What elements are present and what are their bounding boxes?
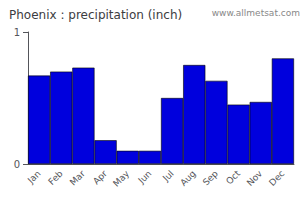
svg-text:1: 1 (14, 27, 20, 38)
svg-text:Sep: Sep (201, 168, 220, 187)
svg-text:Jan: Jan (25, 168, 43, 186)
svg-text:Jun: Jun (136, 168, 154, 186)
svg-text:May: May (111, 168, 132, 189)
svg-text:Aug: Aug (178, 168, 197, 187)
svg-text:Nov: Nov (245, 168, 265, 188)
svg-text:www.allmetsat.com: www.allmetsat.com (212, 8, 300, 18)
svg-text:Apr: Apr (91, 168, 109, 186)
svg-text:Feb: Feb (46, 168, 65, 187)
svg-text:Jul: Jul (160, 168, 175, 183)
svg-text:0: 0 (14, 159, 20, 170)
svg-text:Dec: Dec (267, 168, 286, 187)
svg-text:Oct: Oct (224, 168, 242, 186)
svg-text:Phoenix : precipitation (inch): Phoenix : precipitation (inch) (9, 8, 182, 22)
svg-text:Mar: Mar (68, 168, 87, 187)
